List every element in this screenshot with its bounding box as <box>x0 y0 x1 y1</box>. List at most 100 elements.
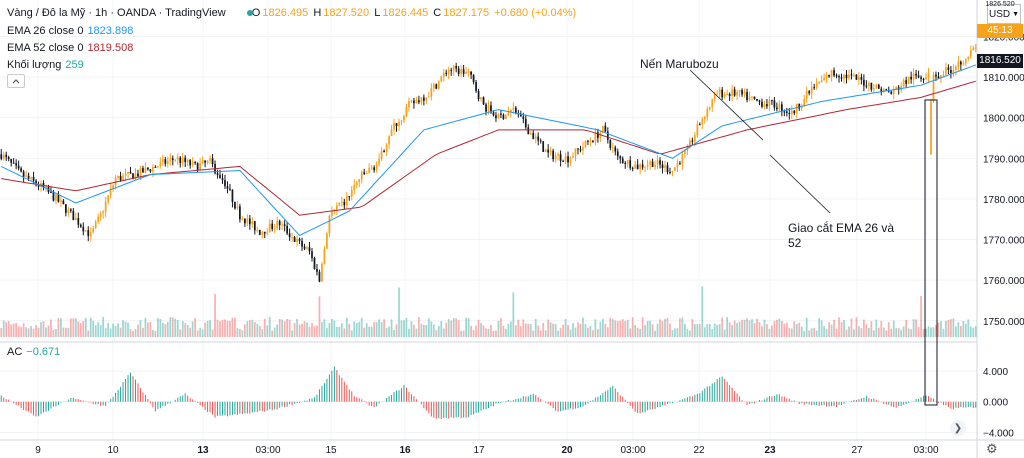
candle-body <box>703 116 706 120</box>
candle-body <box>761 101 763 107</box>
candle-body <box>778 104 781 110</box>
candle-body <box>654 164 656 167</box>
ema52-legend[interactable]: EMA 52 close 0 1819.508 <box>7 41 133 55</box>
volume-bar <box>316 325 318 337</box>
candle-body <box>609 139 612 148</box>
volume-bar <box>646 321 649 337</box>
candle-body <box>147 167 149 170</box>
currency-button[interactable]: USD ▼ <box>987 4 1021 24</box>
candle-body <box>273 228 276 230</box>
volume-bar <box>947 320 950 337</box>
scroll-to-realtime-button[interactable]: ❯ <box>950 420 966 436</box>
candle-body <box>780 104 783 112</box>
candle-body <box>552 150 555 160</box>
candle-body <box>708 107 711 109</box>
candle-body <box>370 167 373 169</box>
marubozu-callout-line <box>689 69 764 141</box>
collapse-legend-button[interactable] <box>7 74 25 88</box>
candle-body <box>94 221 97 229</box>
candle-body <box>875 84 878 88</box>
candle-body <box>582 146 584 151</box>
candle-body <box>196 163 199 171</box>
ac-legend[interactable]: AC −0.671 <box>7 345 60 359</box>
candle-body <box>308 247 311 252</box>
volume-bar <box>728 322 731 337</box>
volume-bar <box>761 326 763 337</box>
ema26-legend[interactable]: EMA 26 close 0 1823.898 <box>7 24 133 38</box>
candle-body <box>169 158 172 161</box>
volume-bar <box>467 318 470 337</box>
candle-body <box>870 82 873 90</box>
candle-body <box>877 84 880 89</box>
candle-body <box>124 173 127 176</box>
candle-body <box>350 189 353 197</box>
candle-body <box>776 107 778 110</box>
candle-body <box>109 188 112 196</box>
volume-bar <box>112 323 114 337</box>
volume-bar <box>45 327 47 337</box>
candle-body <box>373 167 376 171</box>
candle-body <box>316 268 318 272</box>
candle-body <box>164 159 167 164</box>
volume-bar <box>788 328 791 337</box>
candle-body <box>728 93 731 97</box>
candle-body <box>537 136 540 141</box>
volume-bar <box>942 328 945 337</box>
volume-bar <box>385 327 388 337</box>
volume-bar <box>587 327 589 337</box>
volume-bar <box>554 323 557 337</box>
volume-bar <box>50 319 52 337</box>
candle-body <box>840 77 843 79</box>
candle-body <box>452 66 455 71</box>
time-tick-label: 10 <box>107 445 119 456</box>
volume-bar <box>127 322 129 337</box>
volume-bar <box>291 330 293 337</box>
volume-bar <box>726 317 729 337</box>
candle-body <box>798 103 801 109</box>
volume-bar <box>773 321 776 337</box>
close-value: 1827.175 <box>443 7 490 19</box>
price-tick-label: 1760.000 <box>983 276 1024 287</box>
volume-bar <box>430 321 433 337</box>
high-value: 1827.520 <box>323 7 370 19</box>
candle-body <box>15 163 18 166</box>
candle-body <box>741 90 743 95</box>
candle-body <box>594 132 597 142</box>
volume-bar <box>224 319 226 337</box>
close-label: C <box>433 7 442 19</box>
candle-body <box>611 147 614 149</box>
candle-body <box>261 231 264 235</box>
candle-body <box>60 200 62 202</box>
time-tick-label: 17 <box>473 445 485 456</box>
candle-body <box>256 229 259 231</box>
candle-body <box>224 180 226 187</box>
candle-body <box>355 182 358 185</box>
candle-body <box>942 74 945 76</box>
crossover-annotation-line1: Giao cắt EMA 26 và <box>788 221 895 235</box>
price-tick-label: 1790.000 <box>983 154 1024 165</box>
candle-body <box>253 221 256 231</box>
candle-body <box>649 161 651 165</box>
candle-body <box>858 77 860 80</box>
volume-bar <box>780 321 783 337</box>
candle-body <box>67 209 70 213</box>
candle-body <box>885 89 888 91</box>
candle-body <box>226 186 229 189</box>
candle-body <box>743 92 746 95</box>
gear-icon[interactable]: ⚙ <box>986 441 998 456</box>
volume-bar <box>850 318 853 337</box>
volume-bar <box>79 323 82 337</box>
volume-bar <box>470 325 472 337</box>
volume-bar <box>338 326 341 337</box>
volume-bar <box>241 330 244 337</box>
volume-bar <box>370 326 373 337</box>
candle-body <box>52 192 55 201</box>
candle-body <box>910 76 912 80</box>
candle-body <box>186 160 189 163</box>
volume-legend[interactable]: Khối lượng 259 <box>7 58 84 72</box>
candle-body <box>574 148 577 157</box>
volume-bar <box>55 328 57 337</box>
candle-body <box>684 150 686 154</box>
volume-bar <box>201 329 204 337</box>
